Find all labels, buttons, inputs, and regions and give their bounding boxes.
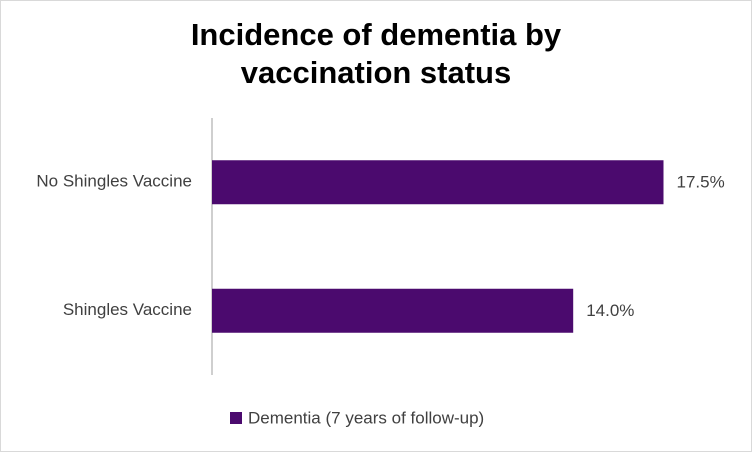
legend-swatch — [230, 412, 242, 424]
bar — [212, 160, 664, 205]
data-label: 17.5% — [677, 173, 725, 192]
bar — [212, 288, 574, 333]
data-label: 14.0% — [586, 301, 634, 320]
chart-title: Incidence of dementia by vaccination sta… — [190, 17, 562, 90]
y-tick-label: No Shingles Vaccine — [36, 172, 192, 191]
legend-label: Dementia (7 years of follow-up) — [248, 408, 484, 427]
y-tick-label: Shingles Vaccine — [63, 300, 192, 319]
